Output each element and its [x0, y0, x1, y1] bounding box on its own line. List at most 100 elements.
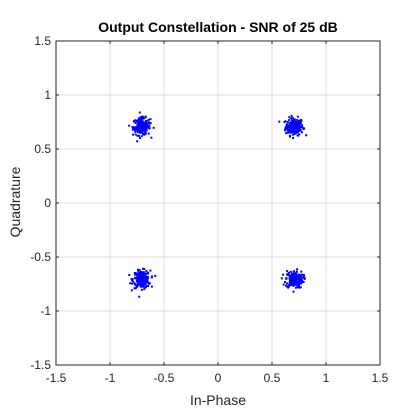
scatter-point	[133, 120, 136, 123]
scatter-point	[293, 129, 296, 132]
scatter-point	[284, 280, 287, 283]
scatter-point	[296, 278, 299, 281]
scatter-point	[136, 283, 139, 286]
scatter-point	[295, 279, 298, 282]
scatter-point	[289, 125, 292, 128]
scatter-point	[285, 126, 288, 129]
scatter-point	[300, 124, 303, 127]
scatter-point	[295, 274, 298, 277]
scatter-point	[284, 127, 287, 130]
scatter-point	[133, 126, 136, 129]
scatter-point	[291, 116, 294, 119]
scatter-point	[150, 276, 153, 279]
scatter-point	[296, 123, 299, 126]
scatter-point	[290, 121, 293, 124]
scatter-point	[137, 279, 140, 282]
scatter-point	[297, 128, 300, 131]
scatter-point	[295, 270, 298, 273]
scatter-point	[130, 289, 133, 292]
scatter-point	[288, 284, 291, 287]
scatter-point	[295, 271, 298, 274]
scatter-point	[141, 132, 144, 135]
scatter-point	[290, 122, 293, 125]
chart-title: Output Constellation - SNR of 25 dB	[98, 19, 338, 35]
y-axis-label: Quadrature	[7, 166, 23, 237]
scatter-point	[294, 286, 297, 289]
scatter-point	[143, 272, 146, 275]
scatter-point	[300, 273, 303, 276]
scatter-point	[136, 130, 139, 133]
scatter-point	[145, 122, 148, 125]
scatter-point	[293, 126, 296, 129]
scatter-point	[292, 290, 295, 293]
scatter-point	[302, 274, 305, 277]
scatter-point	[133, 287, 136, 290]
x-axis-label: In-Phase	[190, 392, 246, 408]
scatter-point	[141, 117, 144, 120]
scatter-point	[293, 119, 296, 122]
scatter-point	[138, 269, 141, 272]
scatter-point	[296, 130, 299, 133]
scatter-point	[138, 121, 141, 124]
scatter-point	[145, 124, 148, 127]
scatter-point	[291, 273, 294, 276]
scatter-point	[288, 126, 291, 129]
scatter-point	[147, 132, 150, 135]
y-tick-label: -0.5	[30, 250, 51, 264]
x-tick-label: 1	[323, 371, 330, 385]
scatter-point	[300, 270, 303, 273]
scatter-point	[138, 137, 141, 140]
scatter-point	[138, 117, 141, 120]
scatter-point	[137, 270, 140, 273]
scatter-point	[298, 124, 301, 127]
scatter-point	[145, 270, 148, 273]
scatter-point	[143, 268, 146, 271]
scatter-point	[143, 274, 146, 277]
scatter-point	[143, 288, 146, 291]
scatter-point	[147, 122, 150, 125]
scatter-point	[297, 273, 300, 276]
scatter-point	[298, 129, 301, 132]
scatter-point	[292, 280, 295, 283]
scatter-point	[140, 129, 143, 132]
scatter-point	[294, 275, 297, 278]
y-tick-label: -1	[40, 304, 51, 318]
scatter-point	[141, 271, 144, 274]
scatter-point	[285, 284, 288, 287]
scatter-point	[282, 283, 285, 286]
scatter-point	[303, 276, 306, 279]
scatter-point	[286, 131, 289, 134]
scatter-point	[141, 128, 144, 131]
scatter-point	[146, 281, 149, 284]
scatter-point	[144, 124, 147, 127]
scatter-point	[296, 268, 299, 271]
scatter-point	[288, 119, 291, 122]
scatter-point	[294, 278, 297, 281]
scatter-point	[280, 277, 283, 280]
scatter-point	[296, 286, 299, 289]
scatter-point	[138, 127, 141, 130]
scatter-point	[131, 128, 134, 131]
scatter-point	[141, 284, 144, 287]
scatter-point	[128, 273, 131, 276]
scatter-point	[136, 275, 139, 278]
scatter-point	[291, 277, 294, 280]
scatter-point	[143, 121, 146, 124]
scatter-point	[140, 118, 143, 121]
scatter-point	[147, 285, 150, 288]
scatter-point	[289, 270, 292, 273]
scatter-point	[295, 125, 298, 128]
scatter-point	[292, 281, 295, 284]
scatter-point	[134, 133, 137, 136]
scatter-point	[293, 118, 296, 121]
scatter-point	[302, 281, 305, 284]
scatter-point	[285, 276, 288, 279]
scatter-point	[143, 122, 146, 125]
scatter-point	[141, 129, 144, 132]
scatter-point	[288, 274, 291, 277]
scatter-point	[138, 130, 141, 133]
scatter-point	[290, 119, 293, 122]
scatter-point	[139, 126, 142, 129]
scatter-point	[138, 119, 141, 122]
